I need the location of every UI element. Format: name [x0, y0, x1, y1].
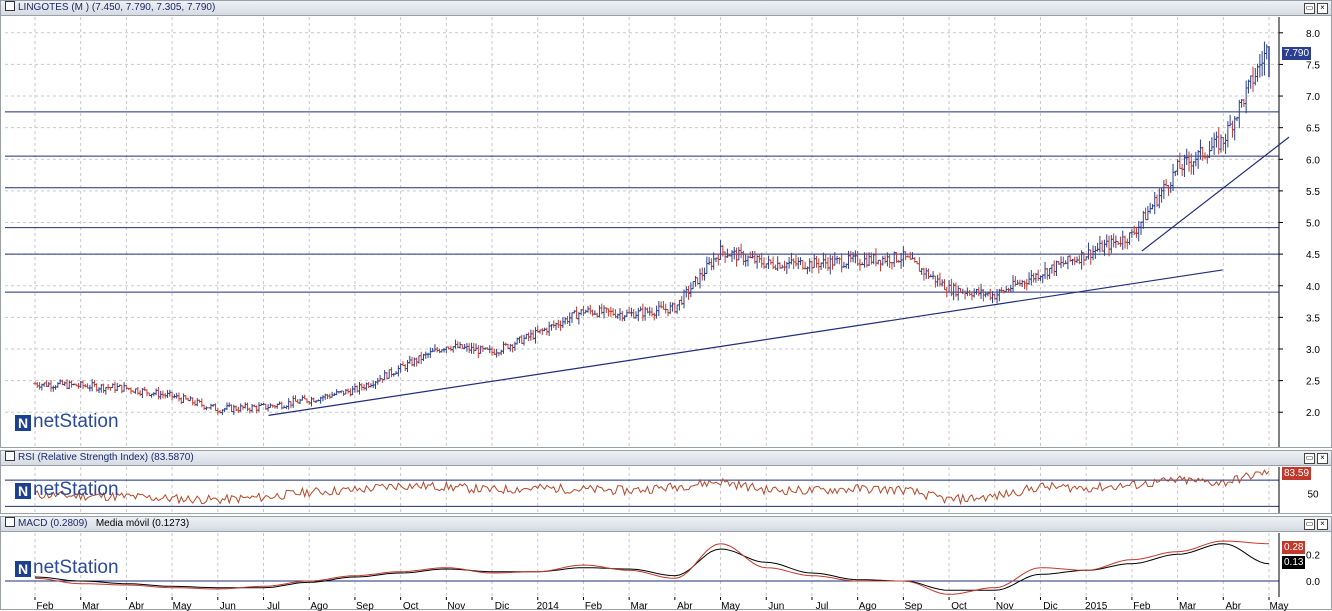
- x-tick-label: Mar: [1179, 601, 1197, 611]
- restore-icon[interactable]: ▭: [1304, 3, 1315, 14]
- y-tick-label: 5.0: [1306, 219, 1320, 230]
- macd-chart: 0.2 0.0 Feb Mar Abr May Jun Jul Ago Sep Oct Nov Dic 2…: [5, 533, 1320, 611]
- rsi-panel-header: RSI (Relative Strength Index) (83.5870): [1, 451, 1331, 466]
- x-tick-label: Feb: [585, 601, 603, 611]
- y-tick-label: 6.5: [1306, 124, 1320, 135]
- close-icon[interactable]: ×: [1317, 3, 1328, 14]
- x-tick-label: Nov: [447, 601, 465, 611]
- macd-panel: MACD (0.2809) Media móvil (0.1273) ▭ × 0…: [0, 516, 1332, 611]
- close-icon[interactable]: ×: [1317, 453, 1328, 464]
- x-tick-label: 2014: [537, 601, 560, 611]
- x-tick-label: Sep: [356, 601, 374, 611]
- x-tick-label: Dic: [1043, 601, 1057, 611]
- last-price-tag: 7.790: [1282, 47, 1312, 60]
- y-tick-label: 7.0: [1306, 92, 1320, 103]
- panel-menu-icon[interactable]: [5, 517, 15, 527]
- x-tick-label: Jun: [768, 601, 784, 611]
- y-tick-label: 50: [1307, 489, 1319, 500]
- y-tick-label: 7.5: [1306, 60, 1320, 71]
- macd-panel-header: MACD (0.2809) Media móvil (0.1273): [1, 517, 1331, 532]
- rsi-value-tag: 83.59: [1282, 467, 1312, 480]
- x-tick-label: 2015: [1085, 601, 1108, 611]
- trendline: [268, 269, 1223, 416]
- x-tick-label: Mar: [82, 601, 100, 611]
- y-tick-label: 4.5: [1306, 250, 1320, 261]
- rsi-chart: 50: [5, 467, 1319, 513]
- x-tick-label: Sep: [904, 601, 922, 611]
- macd-panel-title: MACD (0.2809): [18, 518, 88, 529]
- y-tick-label: 0.2: [1306, 550, 1320, 561]
- y-tick-label: 3.5: [1306, 313, 1320, 324]
- x-tick-label: Oct: [951, 601, 967, 611]
- y-tick-label: 2.5: [1306, 377, 1320, 388]
- x-tick-label: Abr: [677, 601, 693, 611]
- x-tick-label: Feb: [36, 601, 54, 611]
- y-tick-label: 5.5: [1306, 187, 1320, 198]
- signal-line: [34, 543, 1270, 591]
- y-tick-label: 0.0: [1306, 577, 1320, 588]
- y-tick-label: 8.0: [1306, 29, 1320, 40]
- x-tick-label: Jul: [267, 601, 280, 611]
- x-tick-label: Mar: [631, 601, 649, 611]
- trendline: [1141, 136, 1290, 252]
- x-tick-label: May: [1270, 601, 1289, 611]
- x-tick-label: Dic: [495, 601, 509, 611]
- y-tick-label: 4.0: [1306, 282, 1320, 293]
- panel-menu-icon[interactable]: [5, 1, 15, 11]
- x-tick-label: Ago: [310, 601, 328, 611]
- price-panel-title: LINGOTES (M ) (7.450, 7.790, 7.305, 7.79…: [18, 2, 216, 13]
- signal-value-tag: 0.13: [1282, 556, 1306, 569]
- x-tick-label: Jun: [220, 601, 236, 611]
- x-tick-label: May: [721, 601, 740, 611]
- y-tick-label: 2.0: [1306, 408, 1320, 419]
- y-tick-label: 3.0: [1306, 345, 1320, 356]
- x-tick-label: Abr: [1226, 601, 1242, 611]
- rsi-panel: RSI (Relative Strength Index) (83.5870) …: [0, 450, 1332, 514]
- macd-line: [34, 540, 1270, 595]
- price-chart: 8.0 7.5 7.0 6.5 6.0 5.5 5.0 4.5 4.0 3.5 3.0 2.5 2.0: [5, 17, 1320, 447]
- x-tick-label: Nov: [996, 601, 1014, 611]
- panel-menu-icon[interactable]: [5, 451, 15, 461]
- signal-title: Media móvil (0.1273): [95, 518, 190, 529]
- x-tick-label: Jul: [816, 601, 829, 611]
- price-panel-header: LINGOTES (M ) (7.450, 7.790, 7.305, 7.79…: [1, 1, 1331, 16]
- macd-value-tag: 0.28: [1282, 541, 1306, 554]
- close-icon[interactable]: ×: [1317, 519, 1328, 530]
- x-tick-label: Abr: [129, 601, 145, 611]
- rsi-panel-title: RSI (Relative Strength Index) (83.5870): [18, 452, 194, 463]
- restore-icon[interactable]: ▭: [1304, 519, 1315, 530]
- x-tick-label: Ago: [859, 601, 877, 611]
- x-tick-label: Feb: [1133, 601, 1151, 611]
- restore-icon[interactable]: ▭: [1304, 453, 1315, 464]
- x-tick-label: May: [173, 601, 192, 611]
- x-tick-label: Oct: [403, 601, 419, 611]
- y-tick-label: 6.0: [1306, 155, 1320, 166]
- rsi-line: [34, 469, 1270, 506]
- price-panel: LINGOTES (M ) (7.450, 7.790, 7.305, 7.79…: [0, 0, 1332, 448]
